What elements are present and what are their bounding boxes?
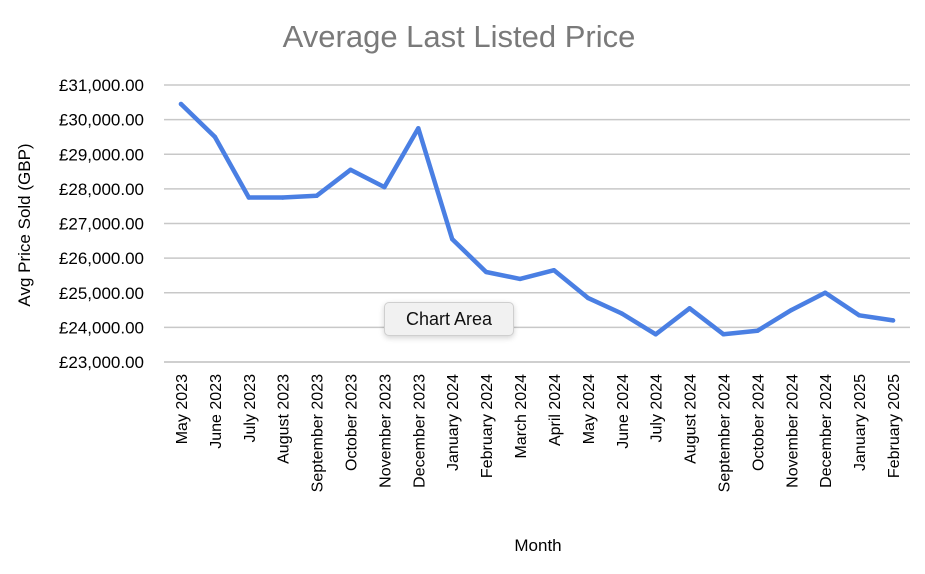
x-tick-label: October 2024 — [750, 374, 767, 471]
x-tick-label: June 2024 — [615, 374, 632, 449]
data-point[interactable] — [856, 313, 862, 318]
x-axis-label: Month — [514, 536, 561, 555]
gridlines — [164, 84, 910, 329]
y-tick-label: £23,000.00 — [59, 353, 144, 372]
x-tick-label: July 2024 — [649, 374, 666, 443]
data-point[interactable] — [382, 184, 387, 190]
y-tick-label: £25,000.00 — [59, 284, 144, 303]
data-point[interactable] — [721, 332, 726, 337]
x-tick-label: May 2023 — [174, 374, 191, 444]
data-point[interactable] — [416, 126, 421, 131]
y-tick-label: £30,000.00 — [59, 111, 144, 130]
x-axis-ticks: May 2023 June 2023 July 2023 August 2023 Sep… — [174, 374, 903, 492]
data-point[interactable] — [619, 311, 624, 316]
data-point[interactable] — [246, 195, 251, 200]
y-tick-label: £31,000.00 — [59, 76, 144, 95]
y-tick-label: £24,000.00 — [59, 318, 144, 337]
x-tick-label: September 2024 — [717, 374, 734, 492]
y-axis-label: Avg Price Sold (GBP) — [15, 143, 34, 306]
data-point[interactable] — [653, 332, 658, 337]
x-tick-label: November 2023 — [377, 374, 394, 488]
y-tick-label: £28,000.00 — [59, 180, 144, 199]
x-tick-label: November 2024 — [784, 374, 801, 488]
chart-area-tooltip: Chart Area — [384, 302, 514, 336]
y-axis-ticks: £23,000.00 £24,000.00 £25,000.00 £26,000.00… — [59, 76, 144, 372]
x-tick-label: July 2023 — [242, 374, 259, 443]
data-point[interactable] — [687, 306, 692, 311]
y-tick-label: £29,000.00 — [59, 145, 144, 164]
x-tick-label: January 2025 — [852, 374, 869, 471]
x-tick-label: September 2023 — [310, 374, 327, 492]
chart-title: Average Last Listed Price — [283, 19, 636, 54]
data-point[interactable] — [212, 134, 218, 140]
data-point[interactable] — [755, 328, 760, 334]
data-point[interactable] — [585, 295, 591, 301]
x-tick-label: April 2024 — [547, 374, 564, 446]
data-point[interactable] — [551, 268, 557, 273]
data-point[interactable] — [280, 195, 285, 200]
series-line[interactable] — [178, 101, 896, 337]
data-point[interactable] — [314, 193, 319, 198]
x-tick-label: February 2024 — [479, 374, 496, 478]
x-tick-label: August 2024 — [683, 374, 700, 464]
data-point[interactable] — [890, 318, 896, 323]
x-tick-label: December 2024 — [818, 374, 835, 488]
data-point[interactable] — [450, 236, 455, 242]
x-tick-label: March 2024 — [513, 374, 530, 459]
x-tick-label: December 2023 — [411, 374, 428, 488]
y-tick-label: £26,000.00 — [59, 249, 144, 268]
x-tick-label: May 2024 — [581, 374, 598, 444]
series-layer — [178, 101, 896, 337]
x-tick-label: February 2025 — [886, 374, 903, 478]
x-tick-label: June 2023 — [208, 374, 225, 449]
data-point[interactable] — [517, 276, 523, 282]
x-tick-label: October 2023 — [344, 374, 361, 471]
x-tick-label: January 2024 — [445, 374, 462, 471]
x-tick-label: August 2023 — [276, 374, 293, 464]
data-point[interactable] — [178, 101, 184, 107]
data-point[interactable] — [483, 269, 489, 275]
data-point[interactable] — [789, 307, 794, 313]
data-point[interactable] — [823, 290, 828, 295]
data-point[interactable] — [348, 167, 353, 173]
y-tick-label: £27,000.00 — [59, 215, 144, 234]
